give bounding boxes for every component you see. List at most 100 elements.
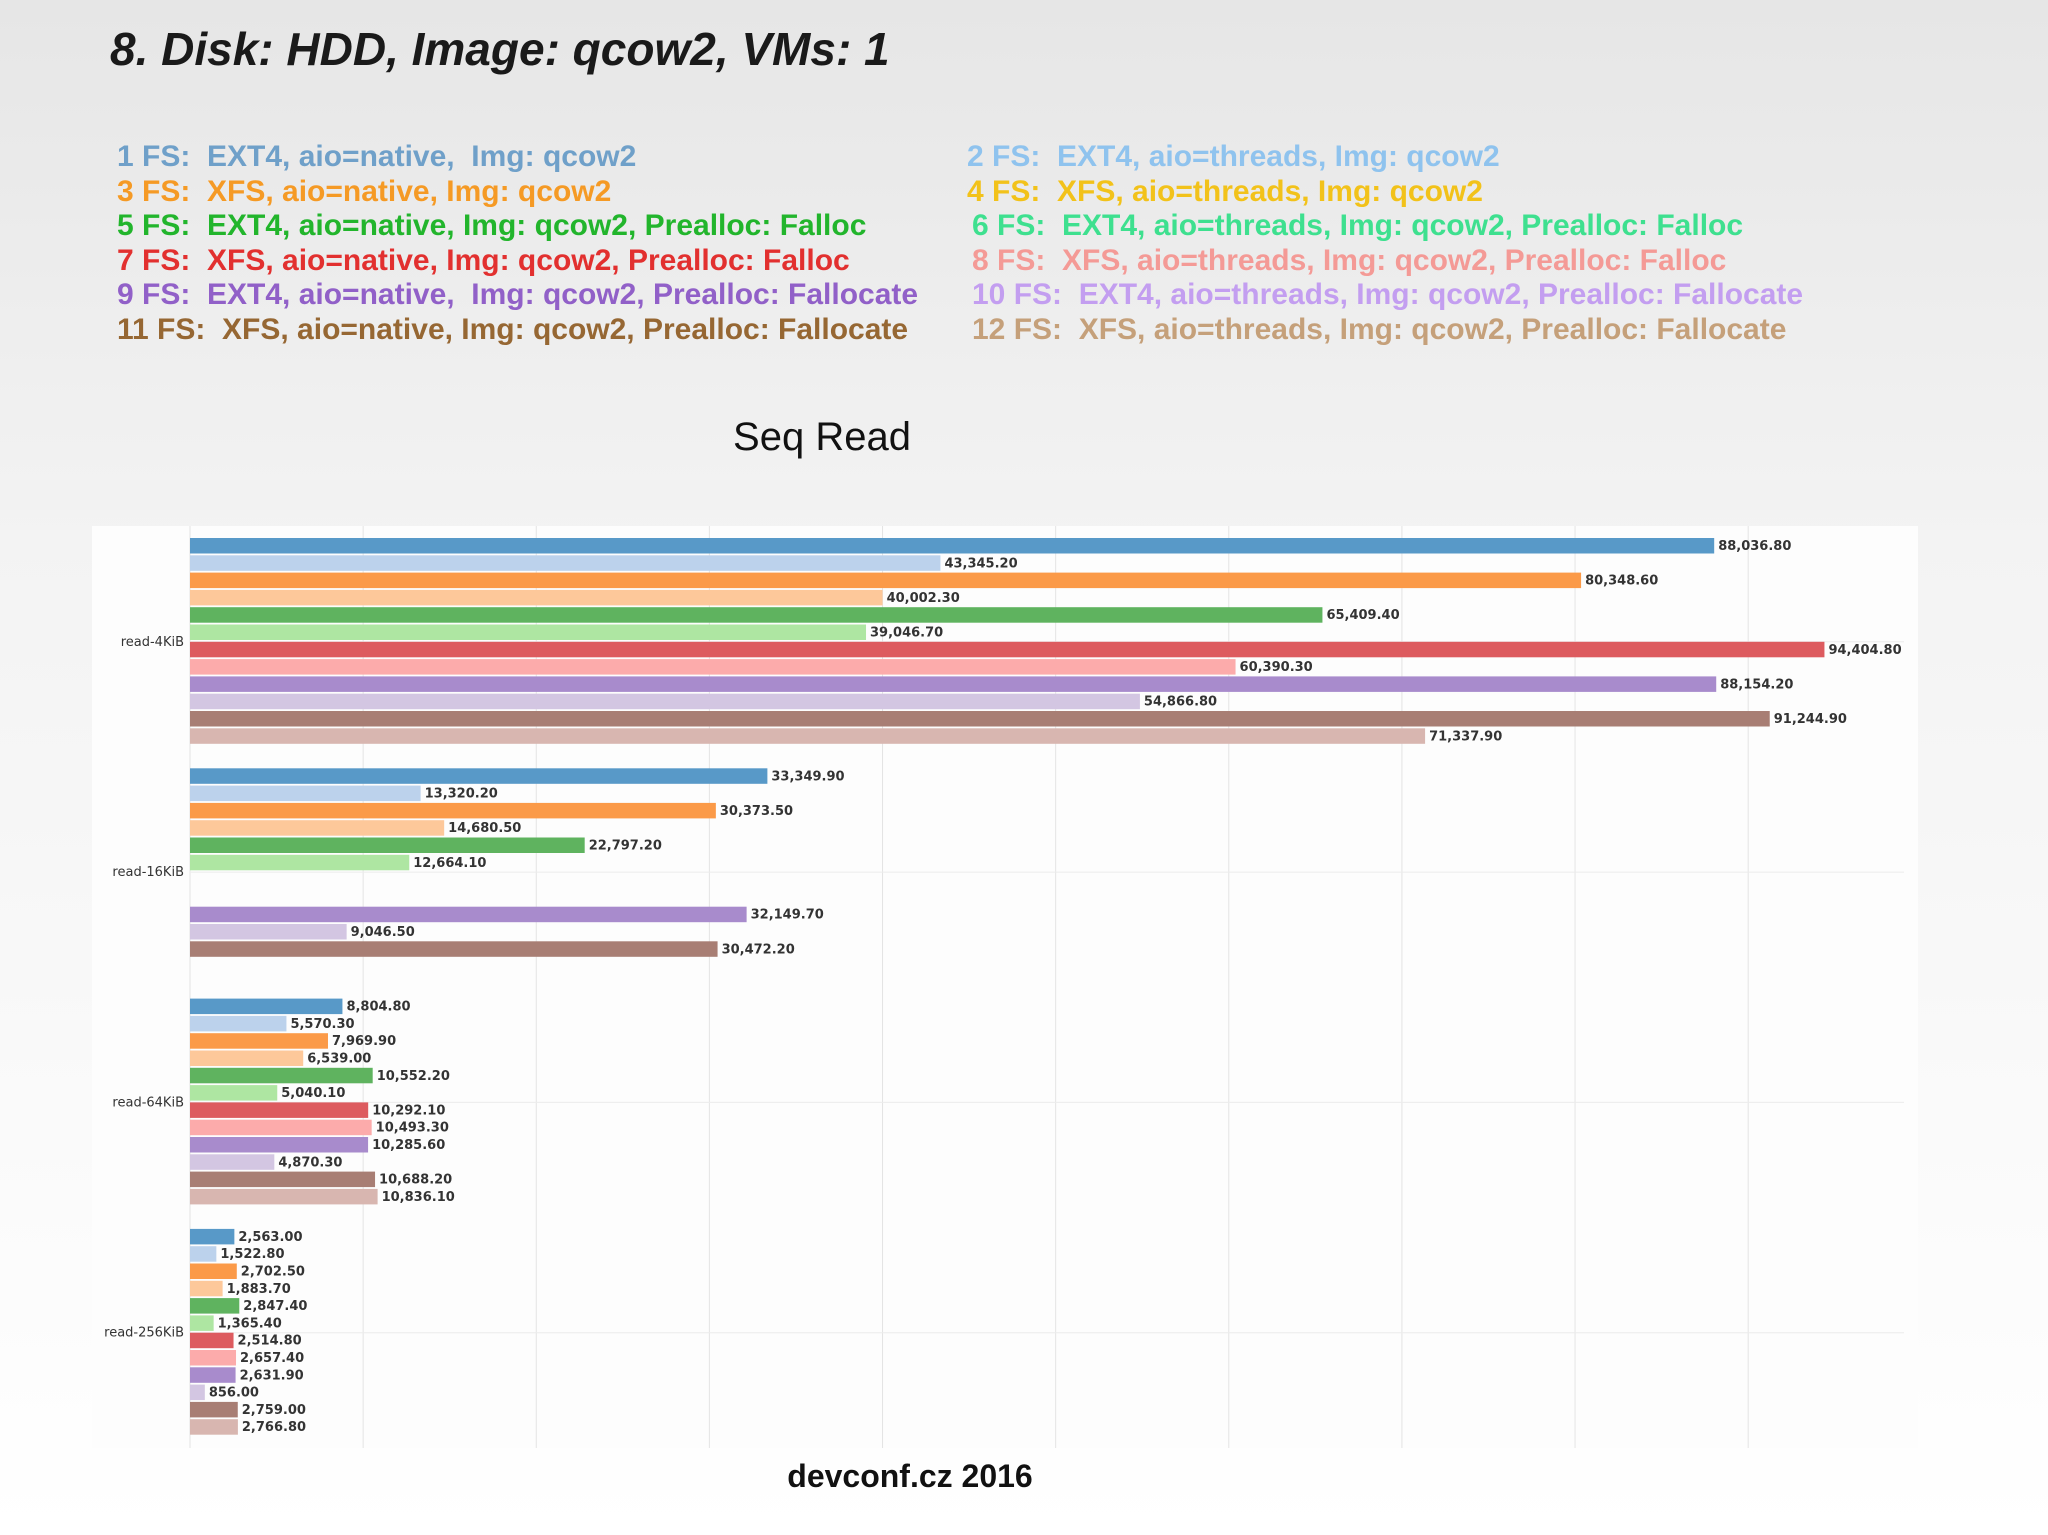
bar bbox=[190, 837, 585, 853]
value-label: 7,969.90 bbox=[332, 1034, 396, 1049]
bar bbox=[190, 693, 1140, 710]
bar bbox=[190, 1119, 372, 1136]
bar bbox=[190, 589, 883, 606]
bar bbox=[190, 1050, 304, 1066]
bar bbox=[190, 1401, 238, 1418]
value-label: 32,149.70 bbox=[751, 908, 824, 923]
legend-entry: 1 FS: EXT4, aio=native, Img: qcow2 bbox=[117, 140, 637, 173]
value-label: 6,539.00 bbox=[307, 1052, 371, 1067]
bar bbox=[190, 785, 421, 802]
value-label: 22,797.20 bbox=[589, 839, 662, 854]
bar bbox=[190, 1419, 238, 1435]
legend-entry: 4 FS: XFS, aio=threads, Img: qcow2 bbox=[967, 174, 1483, 208]
bar bbox=[190, 1332, 234, 1349]
value-label: 2,847.40 bbox=[243, 1299, 307, 1314]
value-label: 1,365.40 bbox=[218, 1316, 282, 1331]
value-label: 5,040.10 bbox=[281, 1086, 345, 1101]
value-label: 2,702.50 bbox=[241, 1265, 305, 1280]
value-label: 1,883.70 bbox=[227, 1282, 291, 1297]
value-label: 65,409.40 bbox=[1326, 608, 1399, 623]
value-label: 13,320.20 bbox=[425, 787, 498, 802]
bar bbox=[190, 820, 445, 836]
value-label: 43,345.20 bbox=[944, 556, 1017, 571]
value-label: 54,866.80 bbox=[1144, 695, 1217, 710]
value-label: 2,514.80 bbox=[238, 1334, 302, 1349]
value-label: 10,285.60 bbox=[372, 1138, 445, 1153]
bar bbox=[190, 1067, 373, 1084]
bar bbox=[190, 624, 867, 640]
value-label: 30,472.20 bbox=[722, 942, 795, 957]
value-label: 2,766.80 bbox=[242, 1420, 306, 1435]
value-label: 10,688.20 bbox=[379, 1173, 452, 1188]
value-label: 2,563.00 bbox=[238, 1230, 302, 1245]
value-label: 2,759.00 bbox=[242, 1403, 306, 1418]
bar bbox=[190, 854, 410, 871]
legend-entry: 11 FS: XFS, aio=native, Img: qcow2, Prea… bbox=[117, 313, 909, 346]
legend-entry: 2 FS: EXT4, aio=threads, Img: qcow2 bbox=[967, 140, 1500, 173]
category-label: read-4KiB bbox=[121, 635, 184, 650]
bar bbox=[190, 1015, 287, 1032]
bar bbox=[190, 1263, 237, 1279]
value-label: 8,804.80 bbox=[346, 1000, 410, 1015]
bar bbox=[190, 1188, 378, 1205]
bar bbox=[190, 676, 1717, 692]
bar bbox=[190, 1384, 205, 1401]
bar bbox=[190, 941, 718, 957]
value-label: 88,036.80 bbox=[1718, 539, 1791, 554]
chart-panel: read-4KiB 88,036.80 43,345.20 80,348.60 40,0… bbox=[92, 526, 1918, 1448]
bar bbox=[190, 1280, 223, 1297]
value-label: 2,657.40 bbox=[240, 1351, 304, 1366]
bar bbox=[190, 1033, 328, 1049]
value-label: 91,244.90 bbox=[1774, 712, 1847, 727]
bar bbox=[190, 1246, 217, 1262]
chart-title: Seq Read bbox=[733, 415, 911, 459]
value-label: 856.00 bbox=[209, 1386, 259, 1401]
value-label: 2,631.90 bbox=[240, 1368, 304, 1383]
bar bbox=[190, 659, 1236, 675]
legend-entry: 3 FS: XFS, aio=native, Img: qcow2 bbox=[117, 174, 612, 208]
bar bbox=[190, 572, 1582, 589]
value-label: 14,680.50 bbox=[448, 821, 521, 836]
legend-entry: 10 FS: EXT4, aio=threads, Img: qcow2, Pr… bbox=[972, 278, 1804, 312]
bar bbox=[190, 538, 1715, 554]
bar bbox=[190, 802, 716, 819]
legend-entry: 9 FS: EXT4, aio=native, Img: qcow2, Prea… bbox=[117, 278, 919, 312]
value-label: 33,349.90 bbox=[771, 769, 844, 784]
value-label: 10,552.20 bbox=[377, 1069, 450, 1084]
value-label: 94,404.80 bbox=[1828, 643, 1901, 658]
bar-chart: read-4KiB 88,036.80 43,345.20 80,348.60 40,0… bbox=[104, 526, 1904, 1448]
bar bbox=[190, 607, 1323, 623]
value-label: 39,046.70 bbox=[870, 626, 943, 641]
bar bbox=[190, 924, 347, 940]
bar bbox=[190, 728, 1426, 744]
value-label: 80,348.60 bbox=[1585, 574, 1658, 589]
legend-entry: 7 FS: XFS, aio=native, Img: qcow2, Preal… bbox=[117, 243, 850, 277]
bar bbox=[190, 1085, 278, 1101]
bar bbox=[190, 998, 343, 1015]
bar bbox=[190, 1367, 236, 1383]
value-label: 10,493.30 bbox=[376, 1121, 449, 1136]
bar bbox=[190, 1228, 235, 1245]
bar bbox=[190, 555, 941, 571]
bar bbox=[190, 768, 768, 784]
bar bbox=[190, 1154, 275, 1170]
bar bbox=[190, 906, 747, 923]
value-label: 1,522.80 bbox=[220, 1247, 284, 1262]
value-label: 88,154.20 bbox=[1720, 677, 1793, 692]
value-label: 10,836.10 bbox=[382, 1190, 455, 1205]
bar bbox=[190, 1171, 376, 1188]
value-label: 12,664.10 bbox=[413, 856, 486, 871]
footer-text: devconf.cz 2016 bbox=[787, 1458, 1033, 1494]
category-label: read-16KiB bbox=[112, 865, 184, 880]
legend-entry: 6 FS: EXT4, aio=threads, Img: qcow2, Pre… bbox=[972, 209, 1744, 243]
bar bbox=[190, 1298, 240, 1314]
value-label: 10,292.10 bbox=[372, 1103, 445, 1118]
legend-entry: 8 FS: XFS, aio=threads, Img: qcow2, Prea… bbox=[972, 243, 1727, 277]
value-label: 71,337.90 bbox=[1429, 729, 1502, 744]
bar bbox=[190, 711, 1770, 727]
value-label: 40,002.30 bbox=[887, 591, 960, 606]
bar bbox=[190, 1350, 237, 1366]
slide-title: 8. Disk: HDD, Image: qcow2, VMs: 1 bbox=[110, 23, 890, 75]
category-label: read-256KiB bbox=[104, 1326, 184, 1341]
value-label: 60,390.30 bbox=[1240, 660, 1313, 675]
